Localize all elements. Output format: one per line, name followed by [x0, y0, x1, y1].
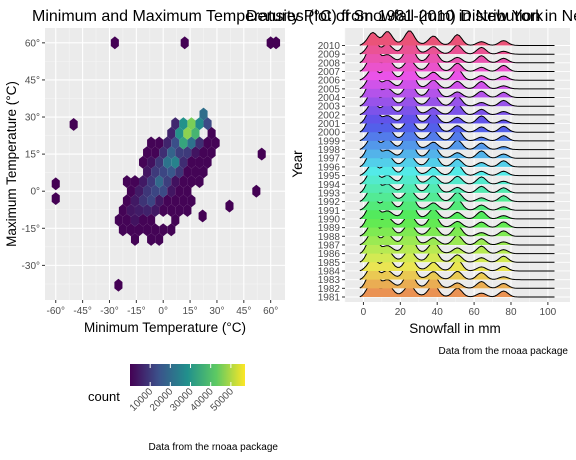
legend-tick-label: 50000: [209, 386, 237, 414]
legend-colorbar: [130, 364, 245, 386]
ridgeline-x-ticks: 0 20 40 60 80 100: [361, 302, 557, 318]
ridgeline-y-ticks: 1981198219831984198519861987198819891990…: [318, 41, 345, 304]
hexbin-y-tick-label: 30°: [25, 113, 40, 124]
hexbin-x-tick-label: -15°: [127, 306, 145, 317]
hexbin-x-tick-label: 60°: [263, 306, 278, 317]
hexbin-y-tick-label: 45°: [25, 75, 40, 86]
hexbin-y-axis-label: Maximum Temperature (°C): [4, 81, 19, 247]
hexbin-y-ticks: -30° -15° 0° 15° 30° 45° 60°: [22, 38, 45, 272]
hexbin-x-tick-label: 30°: [209, 306, 224, 317]
ridgeline-x-tick-label: 20: [395, 307, 407, 318]
hexbin-y-tick-label: -15°: [22, 224, 40, 235]
hexbin-y-tick-label: 0°: [30, 187, 40, 198]
hexbin-y-tick-label: -30°: [22, 261, 40, 272]
ridgeline-y-axis-label: Year: [290, 150, 305, 178]
hexbin-x-tick-label: -45°: [73, 306, 91, 317]
hexbin-caption: Data from the rnoaa package: [148, 442, 278, 453]
hexbin-x-tick-label: -60°: [47, 306, 65, 317]
hexbin-y-tick-label: 60°: [25, 38, 40, 49]
hexbin-x-tick-label: 0°: [158, 306, 168, 317]
ridgeline-x-tick-label: 0: [361, 307, 367, 318]
ridgeline-title: Density Plot of Snowfall (mm) Distributi…: [246, 8, 576, 25]
legend-title: count: [88, 389, 120, 404]
hexbin-x-tick-label: -30°: [100, 306, 118, 317]
hexbin-x-tick-label: 15°: [183, 306, 198, 317]
hexbin-x-axis-label: Minimum Temperature (°C): [84, 320, 246, 335]
ridgeline-x-tick-label: 60: [469, 307, 481, 318]
ridgeline-y-tick-label: 2010: [318, 41, 341, 52]
ridgeline-x-tick-label: 100: [540, 307, 557, 318]
ridgeline-panel: 0 20 40 60 80 100 198119821983198419851986198…: [246, 8, 576, 357]
ridgeline-caption: Data from the rnoaa package: [438, 346, 568, 357]
ridgeline-x-tick-label: 80: [505, 307, 517, 318]
ridgeline-x-axis-label: Snowfall in mm: [409, 321, 501, 336]
hexbin-x-ticks: -60° -45° -30° -15° 0° 15° 30° 45° 60°: [47, 300, 279, 317]
hexbin-y-tick-label: 15°: [25, 150, 40, 161]
hexbin-x-tick-label: 45°: [236, 306, 251, 317]
ridgeline-x-tick-label: 40: [432, 307, 444, 318]
